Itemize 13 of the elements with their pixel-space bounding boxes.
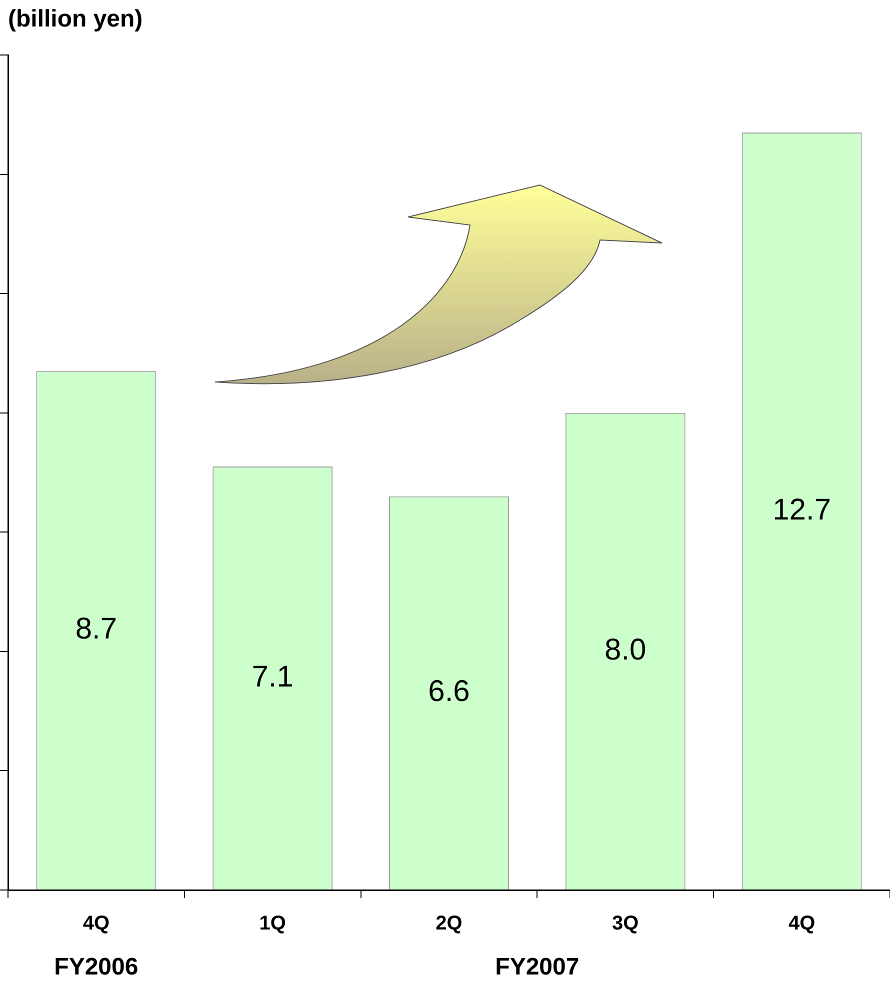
data-label: 8.7 — [75, 612, 118, 646]
y-axis-title: (billion yen) — [8, 6, 143, 33]
data-label: 7.1 — [252, 660, 294, 694]
x-tick-label: 2Q — [436, 912, 462, 935]
text: FY2007 — [495, 954, 580, 981]
text: FY2006 — [54, 954, 138, 981]
x-tick-label: 4Q — [788, 912, 816, 935]
x-tick-label: 1Q — [259, 912, 286, 935]
data-label: 6.6 — [428, 675, 470, 708]
x-tick-label: 4Q — [82, 912, 110, 935]
x-tick-label: 3Q — [612, 912, 639, 935]
data-label: 8.0 — [604, 633, 646, 666]
data-label: 12.7 — [772, 493, 831, 526]
